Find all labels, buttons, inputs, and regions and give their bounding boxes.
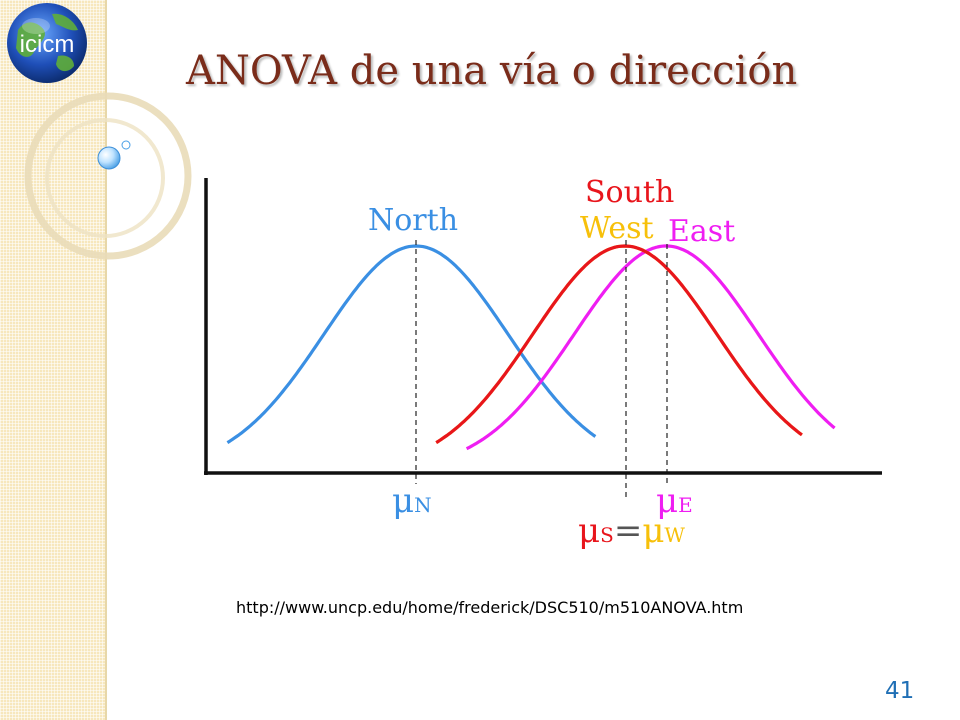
logo-text: icicm <box>20 31 75 58</box>
mu-symbol: μ <box>656 481 678 521</box>
east-subscript: E <box>678 493 693 517</box>
side-strip-edge <box>105 0 107 720</box>
north-label: North <box>368 203 458 238</box>
decorative-ring-inner <box>45 118 165 238</box>
equals-sign: = <box>614 511 643 551</box>
north-subscript: N <box>414 493 432 517</box>
decorative-header-graphics: icicm <box>7 3 192 260</box>
east-curve <box>465 244 836 451</box>
distribution-curves <box>226 244 836 451</box>
east-label: East <box>668 214 735 249</box>
mu-symbol: μ <box>392 481 414 521</box>
decorative-bubble <box>97 146 121 170</box>
east-mean-label: μE <box>656 481 693 521</box>
west-subscript: W <box>664 523 685 547</box>
globe-logo <box>7 3 87 83</box>
north-mean-label: μN <box>392 481 432 521</box>
south-west-mean-label: μS=μW <box>578 511 685 551</box>
south-subscript: S <box>600 523 614 547</box>
decorative-ring <box>24 92 192 260</box>
south-curve <box>435 244 803 444</box>
slide-title: ANOVA de una vía o dirección <box>186 48 798 94</box>
south-label: South <box>585 175 674 210</box>
decorative-small-bubble <box>121 140 131 150</box>
page-number: 41 <box>885 678 915 704</box>
west-label: West <box>580 211 654 246</box>
north-curve <box>226 244 597 444</box>
mu-symbol: μ <box>642 511 664 551</box>
source-url[interactable]: http://www.uncp.edu/home/frederick/DSC51… <box>236 598 744 617</box>
mu-symbol: μ <box>578 511 600 551</box>
